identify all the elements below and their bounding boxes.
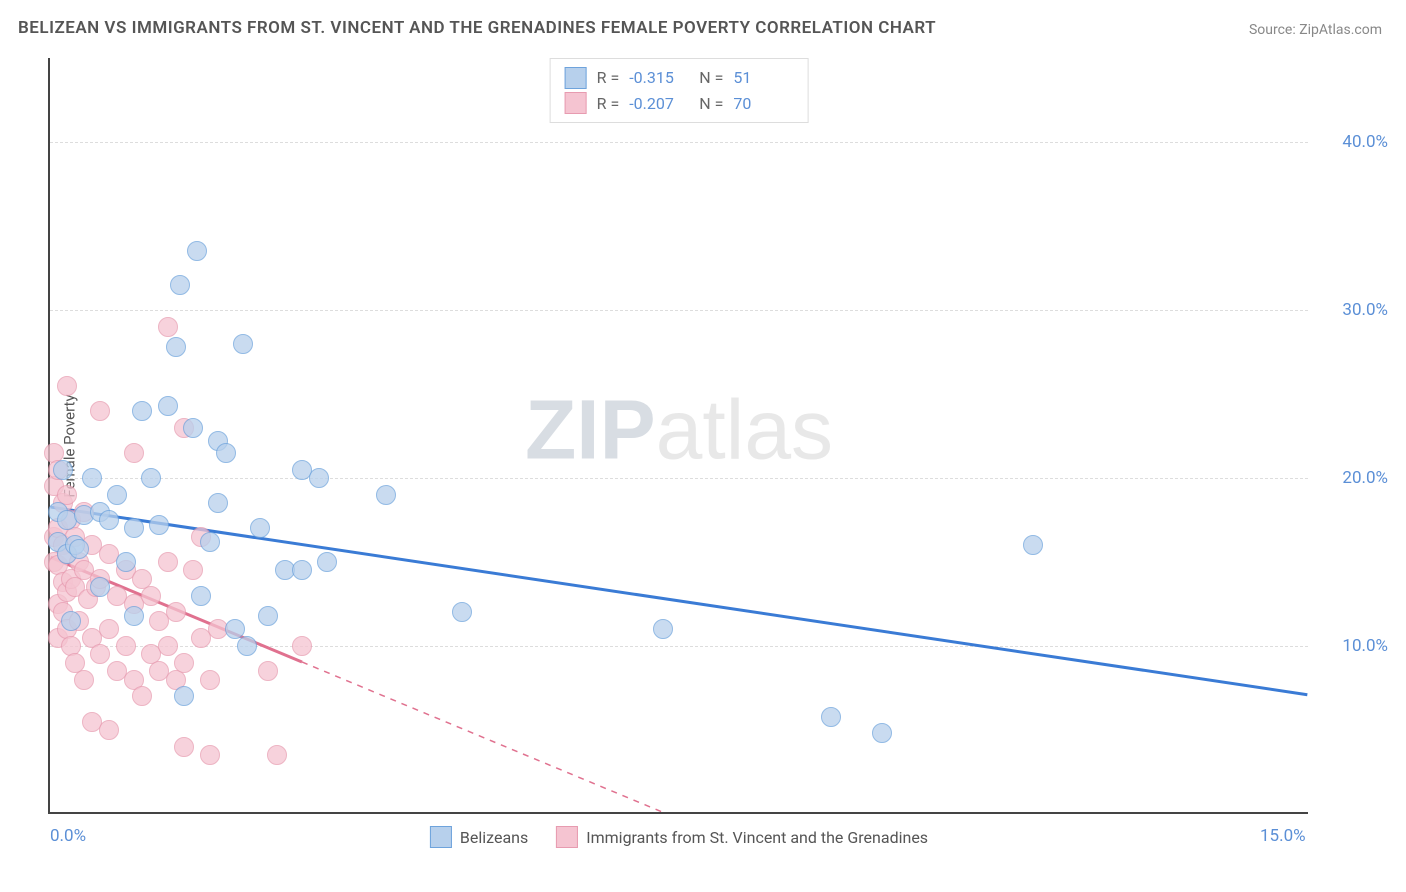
gridline	[50, 142, 1308, 143]
scatter-plot: ZIPatlas R =-0.315N =51R =-0.207N =70 Be…	[48, 58, 1308, 814]
legend-r-value: -0.315	[629, 65, 689, 91]
data-point	[376, 485, 396, 505]
data-point	[132, 401, 152, 421]
data-point	[200, 745, 220, 765]
legend-swatch	[556, 826, 578, 848]
legend-series: Belizeans Immigrants from St. Vincent and…	[430, 826, 928, 848]
data-point	[57, 376, 77, 396]
legend-r-label: R =	[597, 65, 620, 91]
data-point	[99, 720, 119, 740]
data-point	[99, 619, 119, 639]
legend-r-label: R =	[597, 91, 620, 117]
y-tick-label: 10.0%	[1318, 636, 1388, 656]
legend-label: Belizeans	[460, 828, 528, 847]
data-point	[174, 737, 194, 757]
x-tick-label: 0.0%	[50, 826, 86, 846]
watermark-zip: ZIP	[525, 383, 656, 477]
data-point	[250, 518, 270, 538]
legend-r-value: -0.207	[629, 91, 689, 117]
data-point	[233, 334, 253, 354]
legend-row: R = -0.315 N = 51	[565, 65, 794, 91]
data-point	[53, 460, 73, 480]
gridline	[50, 478, 1308, 479]
data-point	[200, 670, 220, 690]
data-point	[191, 586, 211, 606]
data-point	[187, 241, 207, 261]
trend-lines	[50, 58, 1308, 812]
legend-n-value: 70	[733, 91, 793, 117]
data-point	[821, 707, 841, 727]
y-tick-label: 40.0%	[1318, 132, 1388, 152]
data-point	[267, 745, 287, 765]
y-tick-label: 20.0%	[1318, 468, 1388, 488]
data-point	[292, 636, 312, 656]
data-point	[132, 686, 152, 706]
data-point	[292, 560, 312, 580]
data-point	[124, 518, 144, 538]
trend-line-extrapolated	[302, 662, 662, 812]
data-point	[170, 275, 190, 295]
data-point	[90, 401, 110, 421]
data-point	[452, 602, 472, 622]
legend-swatch	[430, 826, 452, 848]
data-point	[107, 485, 127, 505]
data-point	[158, 396, 178, 416]
legend-item: Belizeans	[430, 826, 528, 848]
legend-swatch	[565, 67, 587, 89]
data-point	[258, 606, 278, 626]
legend-label: Immigrants from St. Vincent and the Gren…	[586, 828, 928, 847]
legend-row: R = -0.207 N = 70	[565, 91, 794, 117]
data-point	[158, 636, 178, 656]
data-point	[200, 532, 220, 552]
data-point	[158, 552, 178, 572]
data-point	[872, 723, 892, 743]
data-point	[174, 686, 194, 706]
watermark-atlas: atlas	[656, 383, 833, 477]
data-point	[158, 317, 178, 337]
y-tick-label: 30.0%	[1318, 300, 1388, 320]
data-point	[116, 552, 136, 572]
data-point	[174, 653, 194, 673]
data-point	[183, 560, 203, 580]
data-point	[166, 602, 186, 622]
data-point	[149, 515, 169, 535]
data-point	[208, 493, 228, 513]
gridline	[50, 310, 1308, 311]
data-point	[1023, 535, 1043, 555]
legend-item: Immigrants from St. Vincent and the Gren…	[556, 826, 928, 848]
data-point	[237, 636, 257, 656]
data-point	[216, 443, 236, 463]
data-point	[309, 468, 329, 488]
data-point	[183, 418, 203, 438]
legend-correlation: R = -0.315 N = 51 R = -0.207 N = 70	[550, 58, 809, 123]
source-label: Source: ZipAtlas.com	[1249, 22, 1382, 38]
x-tick-label: 15.0%	[1260, 826, 1306, 846]
data-point	[82, 468, 102, 488]
data-point	[90, 577, 110, 597]
data-point	[99, 510, 119, 530]
data-point	[74, 670, 94, 690]
legend-n-label: N =	[699, 91, 723, 117]
data-point	[166, 337, 186, 357]
legend-n-value: 51	[733, 65, 793, 91]
chart-title: BELIZEAN VS IMMIGRANTS FROM ST. VINCENT …	[18, 18, 936, 38]
data-point	[141, 468, 161, 488]
data-point	[653, 619, 673, 639]
data-point	[124, 606, 144, 626]
trend-line	[51, 507, 1308, 695]
data-point	[124, 443, 144, 463]
watermark: ZIPatlas	[525, 382, 833, 479]
data-point	[90, 644, 110, 664]
data-point	[258, 661, 278, 681]
data-point	[69, 539, 89, 559]
legend-n-label: N =	[699, 65, 723, 91]
data-point	[317, 552, 337, 572]
data-point	[61, 611, 81, 631]
legend-swatch	[565, 92, 587, 114]
data-point	[141, 586, 161, 606]
data-point	[116, 636, 136, 656]
